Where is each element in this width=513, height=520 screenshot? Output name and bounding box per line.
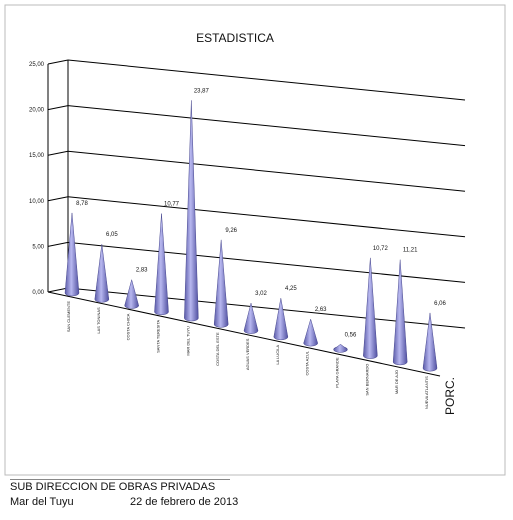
x-tick-label: SAN CLEMENTE <box>66 301 71 332</box>
value-label: 6,05 <box>106 232 118 238</box>
cone <box>273 298 289 341</box>
grid-line <box>47 196 69 202</box>
value-label: 10,77 <box>164 202 180 208</box>
x-tick-label: SAN BERNARDO <box>364 364 369 396</box>
chart-title: ESTADISTICA <box>196 31 274 45</box>
x-tick-label: LA LUCILA <box>275 345 280 365</box>
grid-line <box>67 59 466 101</box>
cone <box>363 257 378 359</box>
value-label: 10,72 <box>373 246 389 252</box>
floor <box>47 291 441 377</box>
value-label: 3,02 <box>255 291 267 297</box>
x-tick-label: PLAYA GRANDE <box>335 357 340 388</box>
grid-line <box>47 150 69 156</box>
frame <box>4 4 506 476</box>
value-label: 8,78 <box>76 201 88 207</box>
x-tick-label: AGUAS VERDES <box>245 338 250 370</box>
value-label: 4,25 <box>285 286 297 292</box>
legend-label: PORC. <box>443 377 457 415</box>
cone <box>303 318 318 347</box>
value-label: 23,87 <box>194 88 210 94</box>
grid-line <box>47 105 69 111</box>
grid-line <box>67 105 466 147</box>
cone <box>64 212 80 297</box>
value-label: 9,26 <box>225 228 237 234</box>
cone <box>333 343 348 353</box>
y-tick-label: 5,00 <box>32 244 44 250</box>
grid-line <box>47 59 69 65</box>
cone <box>94 244 110 303</box>
grid-line <box>47 241 69 247</box>
y-tick-label: 15,00 <box>29 153 45 159</box>
department: SUB DIRECCION DE OBRAS PRIVADAS <box>10 479 230 493</box>
cone <box>184 100 199 322</box>
x-tick-label: COSTA CHICA <box>126 313 131 340</box>
x-tick-label: COSTA AZUL <box>305 350 310 375</box>
y-tick-label: 10,00 <box>29 199 45 205</box>
value-label: 0,56 <box>345 332 357 338</box>
x-tick-label: MAR DE AJO <box>394 370 399 394</box>
x-tick-label: MAR DEL TUYU <box>185 326 190 356</box>
cone <box>243 302 259 334</box>
place: Mar del Tuyu <box>10 496 74 508</box>
x-tick-label: SANTA TERESITA <box>156 319 161 352</box>
cone <box>213 239 229 328</box>
value-label: 6,06 <box>434 301 446 307</box>
cone <box>124 278 139 309</box>
cone <box>154 213 169 316</box>
x-tick-label: LAS TONINAS <box>96 307 101 334</box>
date: 22 de febrero de 2013 <box>130 496 239 508</box>
grid-line <box>47 287 69 293</box>
value-label: 2,83 <box>136 268 148 274</box>
x-tick-label: NUEVA ATLANTIS <box>424 376 429 409</box>
x-tick-label: COSTA DEL ESTE <box>215 332 220 366</box>
y-tick-label: 20,00 <box>29 108 45 114</box>
value-label: 11,21 <box>403 248 418 254</box>
y-tick-label: 0,00 <box>32 290 44 296</box>
cone <box>392 259 408 366</box>
y-tick-label: 25,00 <box>29 62 45 68</box>
value-label: 2,63 <box>315 307 327 313</box>
grid-line <box>67 196 466 238</box>
cone <box>422 312 438 372</box>
grid-line <box>67 150 466 192</box>
